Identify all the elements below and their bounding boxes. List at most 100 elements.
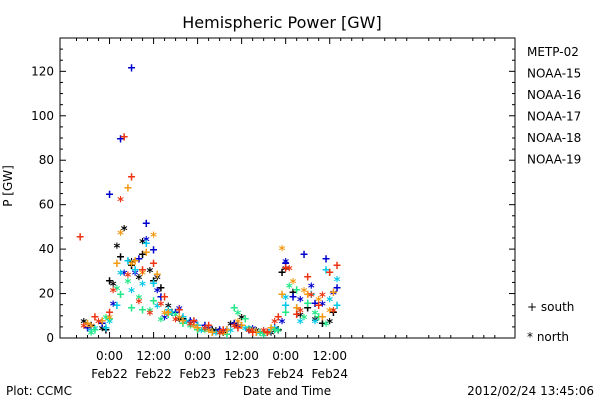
point-north-noaa-15: *	[263, 328, 271, 343]
point-north-noaa-18: *	[263, 328, 271, 343]
point-north-noaa-17: *	[274, 326, 282, 341]
point-north-noaa-18: *	[128, 259, 136, 274]
point-north-noaa-15: *	[120, 268, 128, 283]
point-north-noaa-16: *	[296, 317, 304, 332]
point-south-noaa-18: +	[293, 301, 301, 316]
point-south-noaa-16: +	[293, 301, 301, 316]
point-south-noaa-15: +	[186, 314, 194, 329]
x-tick-date-label: Feb22	[91, 367, 128, 381]
legend-entry-metp-02: METP-02	[527, 45, 579, 59]
x-tick-time-label: 12:00	[312, 349, 347, 363]
point-north-noaa-17: *	[186, 322, 194, 337]
point-north-noaa-16: *	[311, 317, 319, 332]
point-north-noaa-19: *	[135, 297, 143, 312]
point-north-noaa-18: *	[300, 286, 308, 301]
point-north-noaa-19: *	[260, 326, 268, 341]
point-north-noaa-19: *	[329, 306, 337, 321]
point-south-noaa-19: +	[128, 170, 136, 185]
point-south-noaa-19: +	[76, 230, 84, 245]
point-south-noaa-16: +	[307, 288, 315, 303]
point-north-noaa-17: *	[322, 319, 330, 334]
point-north-metp-02: *	[120, 224, 128, 239]
x-tick-date-label: Feb23	[179, 367, 216, 381]
point-south-noaa-17: +	[315, 310, 323, 325]
point-north-noaa-19: *	[124, 271, 132, 286]
point-south-metp-02: +	[274, 323, 282, 338]
point-south-noaa-17: +	[282, 305, 290, 320]
point-south-noaa-19: +	[120, 130, 128, 145]
point-north-noaa-17: *	[87, 328, 95, 343]
point-north-noaa-18: *	[278, 244, 286, 259]
point-south-noaa-19: +	[190, 314, 198, 329]
x-tick-date-label: Feb23	[223, 367, 260, 381]
x-axis-label: Date and Time	[243, 384, 331, 398]
point-north-noaa-19: *	[201, 324, 209, 339]
point-south-noaa-17: +	[223, 328, 231, 343]
point-north-noaa-15: *	[307, 282, 315, 297]
point-south-noaa-17: +	[117, 288, 125, 303]
point-south-noaa-18: +	[164, 305, 172, 320]
point-north-noaa-18: *	[234, 317, 242, 332]
point-north-metp-02: *	[98, 324, 106, 339]
point-north-noaa-15: *	[175, 304, 183, 319]
point-north-noaa-15: *	[142, 235, 150, 250]
point-north-noaa-17: *	[135, 293, 143, 308]
point-north-noaa-15: *	[278, 317, 286, 332]
point-north-noaa-18: *	[315, 295, 323, 310]
point-north-metp-02: *	[113, 242, 121, 257]
point-south-noaa-17: +	[304, 296, 312, 311]
point-south-noaa-18: +	[113, 256, 121, 271]
point-south-noaa-15: +	[157, 290, 165, 305]
x-tick-date-label: Feb22	[135, 367, 172, 381]
point-north-noaa-15: *	[109, 299, 117, 314]
point-north-noaa-19: *	[117, 195, 125, 210]
point-south-noaa-18: +	[84, 316, 92, 331]
point-south-noaa-18: +	[179, 314, 187, 329]
x-tick-time-label: 12:00	[224, 349, 259, 363]
point-south-noaa-17: +	[194, 323, 202, 338]
point-south-noaa-17: +	[293, 283, 301, 298]
point-north-noaa-16: *	[197, 326, 205, 341]
point-north-metp-02: *	[175, 315, 183, 330]
point-north-noaa-18: *	[205, 326, 213, 341]
point-north-noaa-18: *	[249, 326, 257, 341]
point-south-noaa-15: +	[282, 256, 290, 271]
point-south-noaa-16: +	[124, 254, 132, 269]
point-north-metp-02: *	[212, 326, 220, 341]
point-south-noaa-18: +	[208, 325, 216, 340]
point-south-noaa-19: +	[304, 270, 312, 285]
point-north-noaa-16: *	[227, 326, 235, 341]
point-south-metp-02: +	[106, 274, 114, 289]
point-north-noaa-15: *	[87, 322, 95, 337]
legend-entry-noaa-19: NOAA-19	[527, 153, 581, 167]
point-south-noaa-19: +	[315, 299, 323, 314]
point-south-noaa-15: +	[172, 305, 180, 320]
point-north-noaa-17: *	[285, 282, 293, 297]
point-south-noaa-15: +	[106, 188, 114, 203]
point-south-noaa-16: +	[102, 321, 110, 336]
point-north-metp-02: *	[267, 328, 275, 343]
point-north-noaa-19: *	[157, 299, 165, 314]
point-south-noaa-17: +	[179, 316, 187, 331]
point-north-noaa-16: *	[333, 275, 341, 290]
point-south-noaa-19: +	[150, 256, 158, 271]
point-north-noaa-19: *	[172, 315, 180, 330]
point-north-noaa-17: *	[216, 328, 224, 343]
point-south-noaa-19: +	[234, 321, 242, 336]
point-south-noaa-16: +	[238, 319, 246, 334]
point-south-noaa-17: +	[256, 325, 264, 340]
point-south-noaa-16: +	[252, 325, 260, 340]
point-south-noaa-18: +	[194, 321, 202, 336]
point-north-noaa-18: *	[219, 328, 227, 343]
point-south-noaa-15: +	[142, 216, 150, 231]
point-south-noaa-16: +	[150, 276, 158, 291]
point-north-noaa-18: *	[106, 313, 114, 328]
plot-credit: Plot: CCMC	[6, 384, 72, 398]
point-south-noaa-17: +	[271, 323, 279, 338]
point-north-noaa-18: *	[175, 313, 183, 328]
point-north-metp-02: *	[282, 264, 290, 279]
point-south-metp-02: +	[150, 274, 158, 289]
point-north-noaa-16: *	[326, 295, 334, 310]
point-south-noaa-18: +	[329, 285, 337, 300]
point-south-noaa-19: +	[274, 310, 282, 325]
